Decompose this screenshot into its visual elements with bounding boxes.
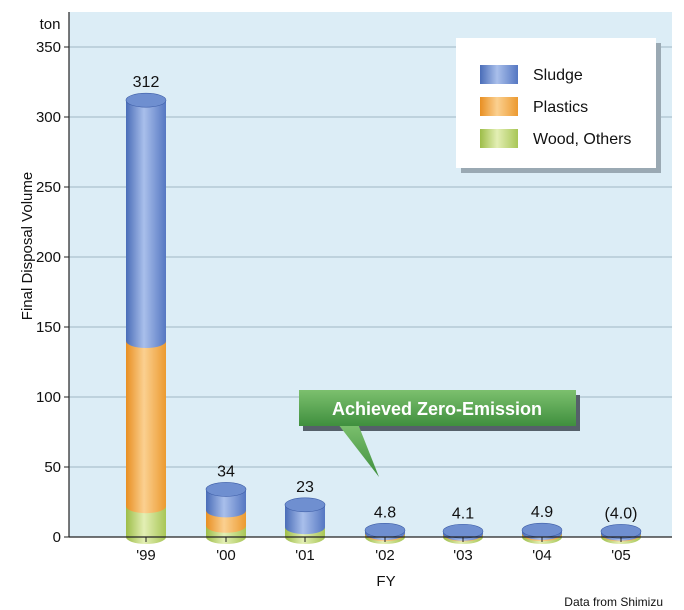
bar-segment-plastics — [126, 341, 166, 507]
total-label: (4.0) — [605, 505, 638, 522]
bar-segment-base — [285, 520, 325, 535]
bar-1 — [205, 482, 247, 544]
legend-label-wood-others: Wood, Others — [533, 131, 631, 148]
x-tick-label: '01 — [295, 547, 315, 564]
x-tick-label: '00 — [216, 547, 236, 564]
x-tick-label: '03 — [453, 547, 473, 564]
callout-text: Achieved Zero-Emission — [332, 399, 542, 419]
x-tick-label: '05 — [611, 547, 631, 564]
total-label: 312 — [133, 74, 160, 91]
total-labels: 312 34 23 4.8 4.1 4.9 (4.0) — [133, 74, 638, 522]
legend-label-plastics: Plastics — [533, 99, 588, 116]
y-tick-label: 100 — [36, 389, 61, 406]
bar-top-cap — [521, 522, 563, 538]
y-tick-label: 50 — [44, 459, 61, 476]
bar-top-cap — [205, 482, 247, 497]
y-tick-label: 200 — [36, 249, 61, 266]
legend-swatch-plastics — [480, 97, 518, 116]
legend-label-sludge: Sludge — [533, 67, 583, 84]
y-tick-label: 0 — [53, 529, 61, 546]
total-label: 23 — [296, 479, 314, 496]
total-label: 4.8 — [374, 504, 396, 521]
y-axis-title: Final Disposal Volume — [19, 172, 36, 320]
y-tick-label: 300 — [36, 109, 61, 126]
bar-0 — [125, 92, 167, 544]
x-tick-label: '99 — [136, 547, 156, 564]
bar-top-cap — [442, 523, 484, 539]
bar-segment-base — [126, 334, 166, 348]
legend-swatch-sludge — [480, 65, 518, 84]
y-tick-label: 250 — [36, 179, 61, 196]
legend-swatch-wood-others — [480, 129, 518, 148]
legend: Sludge Plastics Wood, Others — [456, 38, 661, 173]
bar-top-cap — [364, 522, 406, 538]
total-label: 34 — [217, 463, 235, 480]
y-unit-label: ton — [40, 16, 61, 33]
bar-top-cap — [600, 524, 642, 539]
bar-segment-sludge — [126, 100, 166, 341]
y-tick-label: 350 — [36, 39, 61, 56]
total-label: 4.1 — [452, 505, 474, 522]
y-tick-label: 150 — [36, 319, 61, 336]
x-tick-label: '04 — [532, 547, 552, 564]
y-tick-labels: 0 50 100 150 200 250 300 350 — [36, 39, 69, 546]
bar-segment-base — [206, 518, 246, 533]
x-tick-labels: '99 '00 '01 '02 '03 '04 '05 — [136, 537, 631, 564]
total-label: 4.9 — [531, 504, 553, 521]
bar-top-cap — [125, 92, 167, 108]
source-note: Data from Shimizu — [564, 595, 663, 609]
x-axis-title: FY — [376, 573, 395, 590]
zero-emission-callout: Achieved Zero-Emission — [299, 390, 580, 477]
bar-segment-base — [126, 499, 166, 514]
x-tick-label: '02 — [375, 547, 395, 564]
bar-top-cap — [284, 497, 326, 513]
bar-segment-base — [206, 503, 246, 518]
